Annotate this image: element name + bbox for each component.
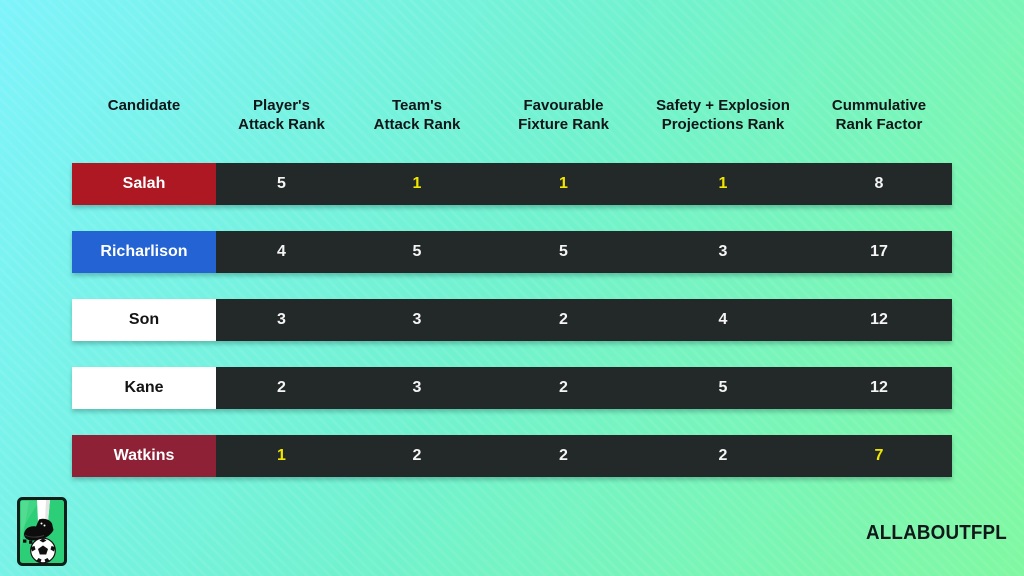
column-header-teams-attack-rank: Team's Attack Rank bbox=[373, 97, 461, 133]
rank-strip: 1 2 2 2 7 bbox=[216, 435, 952, 477]
rank-strip: 4 5 5 3 17 bbox=[216, 231, 952, 273]
rank-value: 1 bbox=[412, 175, 422, 192]
table-row: Richarlison 4 5 5 3 17 bbox=[72, 231, 952, 273]
rank-value: 12 bbox=[870, 311, 888, 328]
boot-shape bbox=[23, 518, 54, 544]
column-header-favourable-fixture-rank: Favourable Fixture Rank bbox=[518, 97, 609, 133]
rank-value: 7 bbox=[874, 447, 884, 464]
column-header-players-attack-rank: Player's Attack Rank bbox=[238, 97, 325, 133]
rank-value: 2 bbox=[412, 447, 422, 464]
rank-strip: 3 3 2 4 12 bbox=[216, 299, 952, 341]
rank-value: 2 bbox=[277, 379, 286, 396]
candidate-cell: Salah bbox=[72, 163, 216, 205]
rank-value: 5 bbox=[412, 243, 422, 260]
table-row: Watkins 1 2 2 2 7 bbox=[72, 435, 952, 477]
table-row: Son 3 3 2 4 12 bbox=[72, 299, 952, 341]
rank-value: 3 bbox=[412, 379, 422, 396]
candidate-cell: Watkins bbox=[72, 435, 216, 477]
column-header-cummulative-rank-factor: Cummulative Rank Factor bbox=[831, 97, 927, 133]
rank-table: Candidate Player's Attack Rank Team's At… bbox=[72, 96, 952, 503]
rank-strip: 5 1 1 1 8 bbox=[216, 163, 952, 205]
column-header-safety-explosion-rank: Safety + Explosion Projections Rank bbox=[656, 97, 790, 133]
rank-value: 2 bbox=[559, 311, 568, 328]
table-header-row: Candidate Player's Attack Rank Team's At… bbox=[72, 96, 952, 134]
rank-value: 4 bbox=[718, 311, 728, 328]
rank-value: 1 bbox=[718, 175, 728, 192]
leg-shape bbox=[37, 500, 50, 522]
rank-value: 4 bbox=[277, 243, 286, 260]
rank-value: 17 bbox=[870, 243, 888, 260]
rank-value: 3 bbox=[277, 311, 286, 328]
rank-value: 3 bbox=[412, 311, 422, 328]
candidate-cell: Son bbox=[72, 299, 216, 341]
football-boot-logo bbox=[17, 497, 67, 566]
rank-value: 5 bbox=[277, 175, 286, 192]
candidate-cell: Richarlison bbox=[72, 231, 216, 273]
rank-value: 2 bbox=[559, 447, 568, 464]
rank-value: 1 bbox=[277, 447, 286, 464]
rank-value: 1 bbox=[559, 175, 568, 192]
brand-text: ALLABOUTFPL bbox=[866, 522, 1007, 544]
rank-value: 8 bbox=[874, 175, 884, 192]
rank-value: 2 bbox=[559, 379, 568, 396]
rank-value: 2 bbox=[718, 447, 728, 464]
rank-value: 5 bbox=[559, 243, 568, 260]
rank-value: 3 bbox=[718, 243, 728, 260]
table-row: Salah 5 1 1 1 8 bbox=[72, 163, 952, 205]
candidate-cell: Kane bbox=[72, 367, 216, 409]
rank-strip: 2 3 2 5 12 bbox=[216, 367, 952, 409]
rank-value: 5 bbox=[718, 379, 728, 396]
rank-value: 12 bbox=[870, 379, 888, 396]
column-header-candidate: Candidate bbox=[107, 97, 181, 114]
table-row: Kane 2 3 2 5 12 bbox=[72, 367, 952, 409]
soccer-ball-shape bbox=[30, 537, 56, 564]
